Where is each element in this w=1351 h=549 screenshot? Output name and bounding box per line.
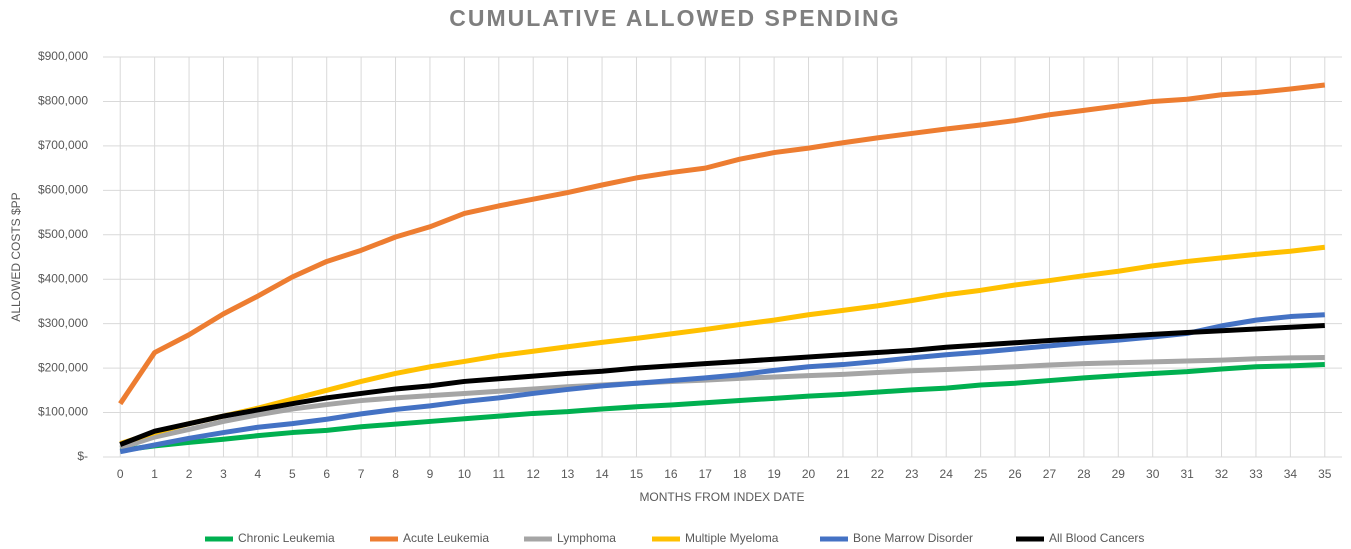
x-tick-label: 27 xyxy=(1043,467,1057,481)
x-tick-label: 32 xyxy=(1215,467,1229,481)
y-tick-label: $100,000 xyxy=(38,405,88,419)
x-tick-label: 6 xyxy=(323,467,330,481)
x-tick-label: 11 xyxy=(493,467,506,481)
y-tick-label: $200,000 xyxy=(38,360,88,374)
x-tick-label: 4 xyxy=(255,467,262,481)
series-line xyxy=(119,362,1325,453)
series-line xyxy=(119,312,1325,455)
series-line xyxy=(119,244,1326,447)
x-tick-label: 1 xyxy=(151,467,158,481)
x-tick-label: 28 xyxy=(1077,467,1091,481)
legend-label: Bone Marrow Disorder xyxy=(853,531,973,545)
x-tick-label: 30 xyxy=(1146,467,1160,481)
x-tick-label: 26 xyxy=(1008,467,1022,481)
x-tick-label: 7 xyxy=(358,467,365,481)
x-tick-label: 13 xyxy=(561,467,575,481)
x-tick-label: 3 xyxy=(220,467,227,481)
y-tick-label: $- xyxy=(77,449,88,463)
y-axis-label: ALLOWED COSTS $PP xyxy=(9,192,23,321)
x-tick-label: 20 xyxy=(802,467,816,481)
x-tick-label: 22 xyxy=(871,467,885,481)
legend-label: Acute Leukemia xyxy=(403,531,489,545)
x-tick-label: 34 xyxy=(1284,467,1298,481)
x-tick-label: 12 xyxy=(527,467,541,481)
y-tick-label: $900,000 xyxy=(38,49,88,63)
x-tick-label: 15 xyxy=(630,467,644,481)
x-tick-label: 16 xyxy=(664,467,678,481)
x-tick-label: 23 xyxy=(905,467,919,481)
series-line xyxy=(119,322,1325,447)
x-tick-label: 17 xyxy=(699,467,713,481)
x-tick-label: 5 xyxy=(289,467,296,481)
x-tick-label: 2 xyxy=(186,467,193,481)
y-tick-label: $300,000 xyxy=(38,316,88,330)
chart-title: CUMULATIVE ALLOWED SPENDING xyxy=(449,5,900,31)
y-tick-label: $800,000 xyxy=(38,94,88,108)
series-line xyxy=(119,354,1325,451)
x-tick-label: 19 xyxy=(767,467,781,481)
x-tick-label: 33 xyxy=(1249,467,1263,481)
x-tick-label: 25 xyxy=(974,467,988,481)
y-tick-label: $500,000 xyxy=(38,227,88,241)
x-tick-label: 0 xyxy=(117,467,124,481)
x-tick-label: 18 xyxy=(733,467,747,481)
legend-label: All Blood Cancers xyxy=(1049,531,1144,545)
y-tick-label: $400,000 xyxy=(38,271,88,285)
y-tick-label: $700,000 xyxy=(38,138,88,152)
x-tick-label: 21 xyxy=(836,467,850,481)
x-tick-label: 14 xyxy=(595,467,609,481)
x-tick-label: 31 xyxy=(1180,467,1194,481)
series-line xyxy=(118,82,1326,406)
x-tick-label: 10 xyxy=(458,467,472,481)
legend-label: Lymphoma xyxy=(557,531,616,545)
legend-label: Chronic Leukemia xyxy=(238,531,335,545)
x-tick-label: 24 xyxy=(940,467,954,481)
y-tick-label: $600,000 xyxy=(38,183,88,197)
x-tick-label: 35 xyxy=(1318,467,1332,481)
legend-label: Multiple Myeloma xyxy=(685,531,779,545)
x-tick-label: 8 xyxy=(392,467,399,481)
x-axis-label: MONTHS FROM INDEX DATE xyxy=(639,490,804,504)
x-tick-label: 9 xyxy=(427,467,434,481)
x-tick-label: 29 xyxy=(1112,467,1126,481)
